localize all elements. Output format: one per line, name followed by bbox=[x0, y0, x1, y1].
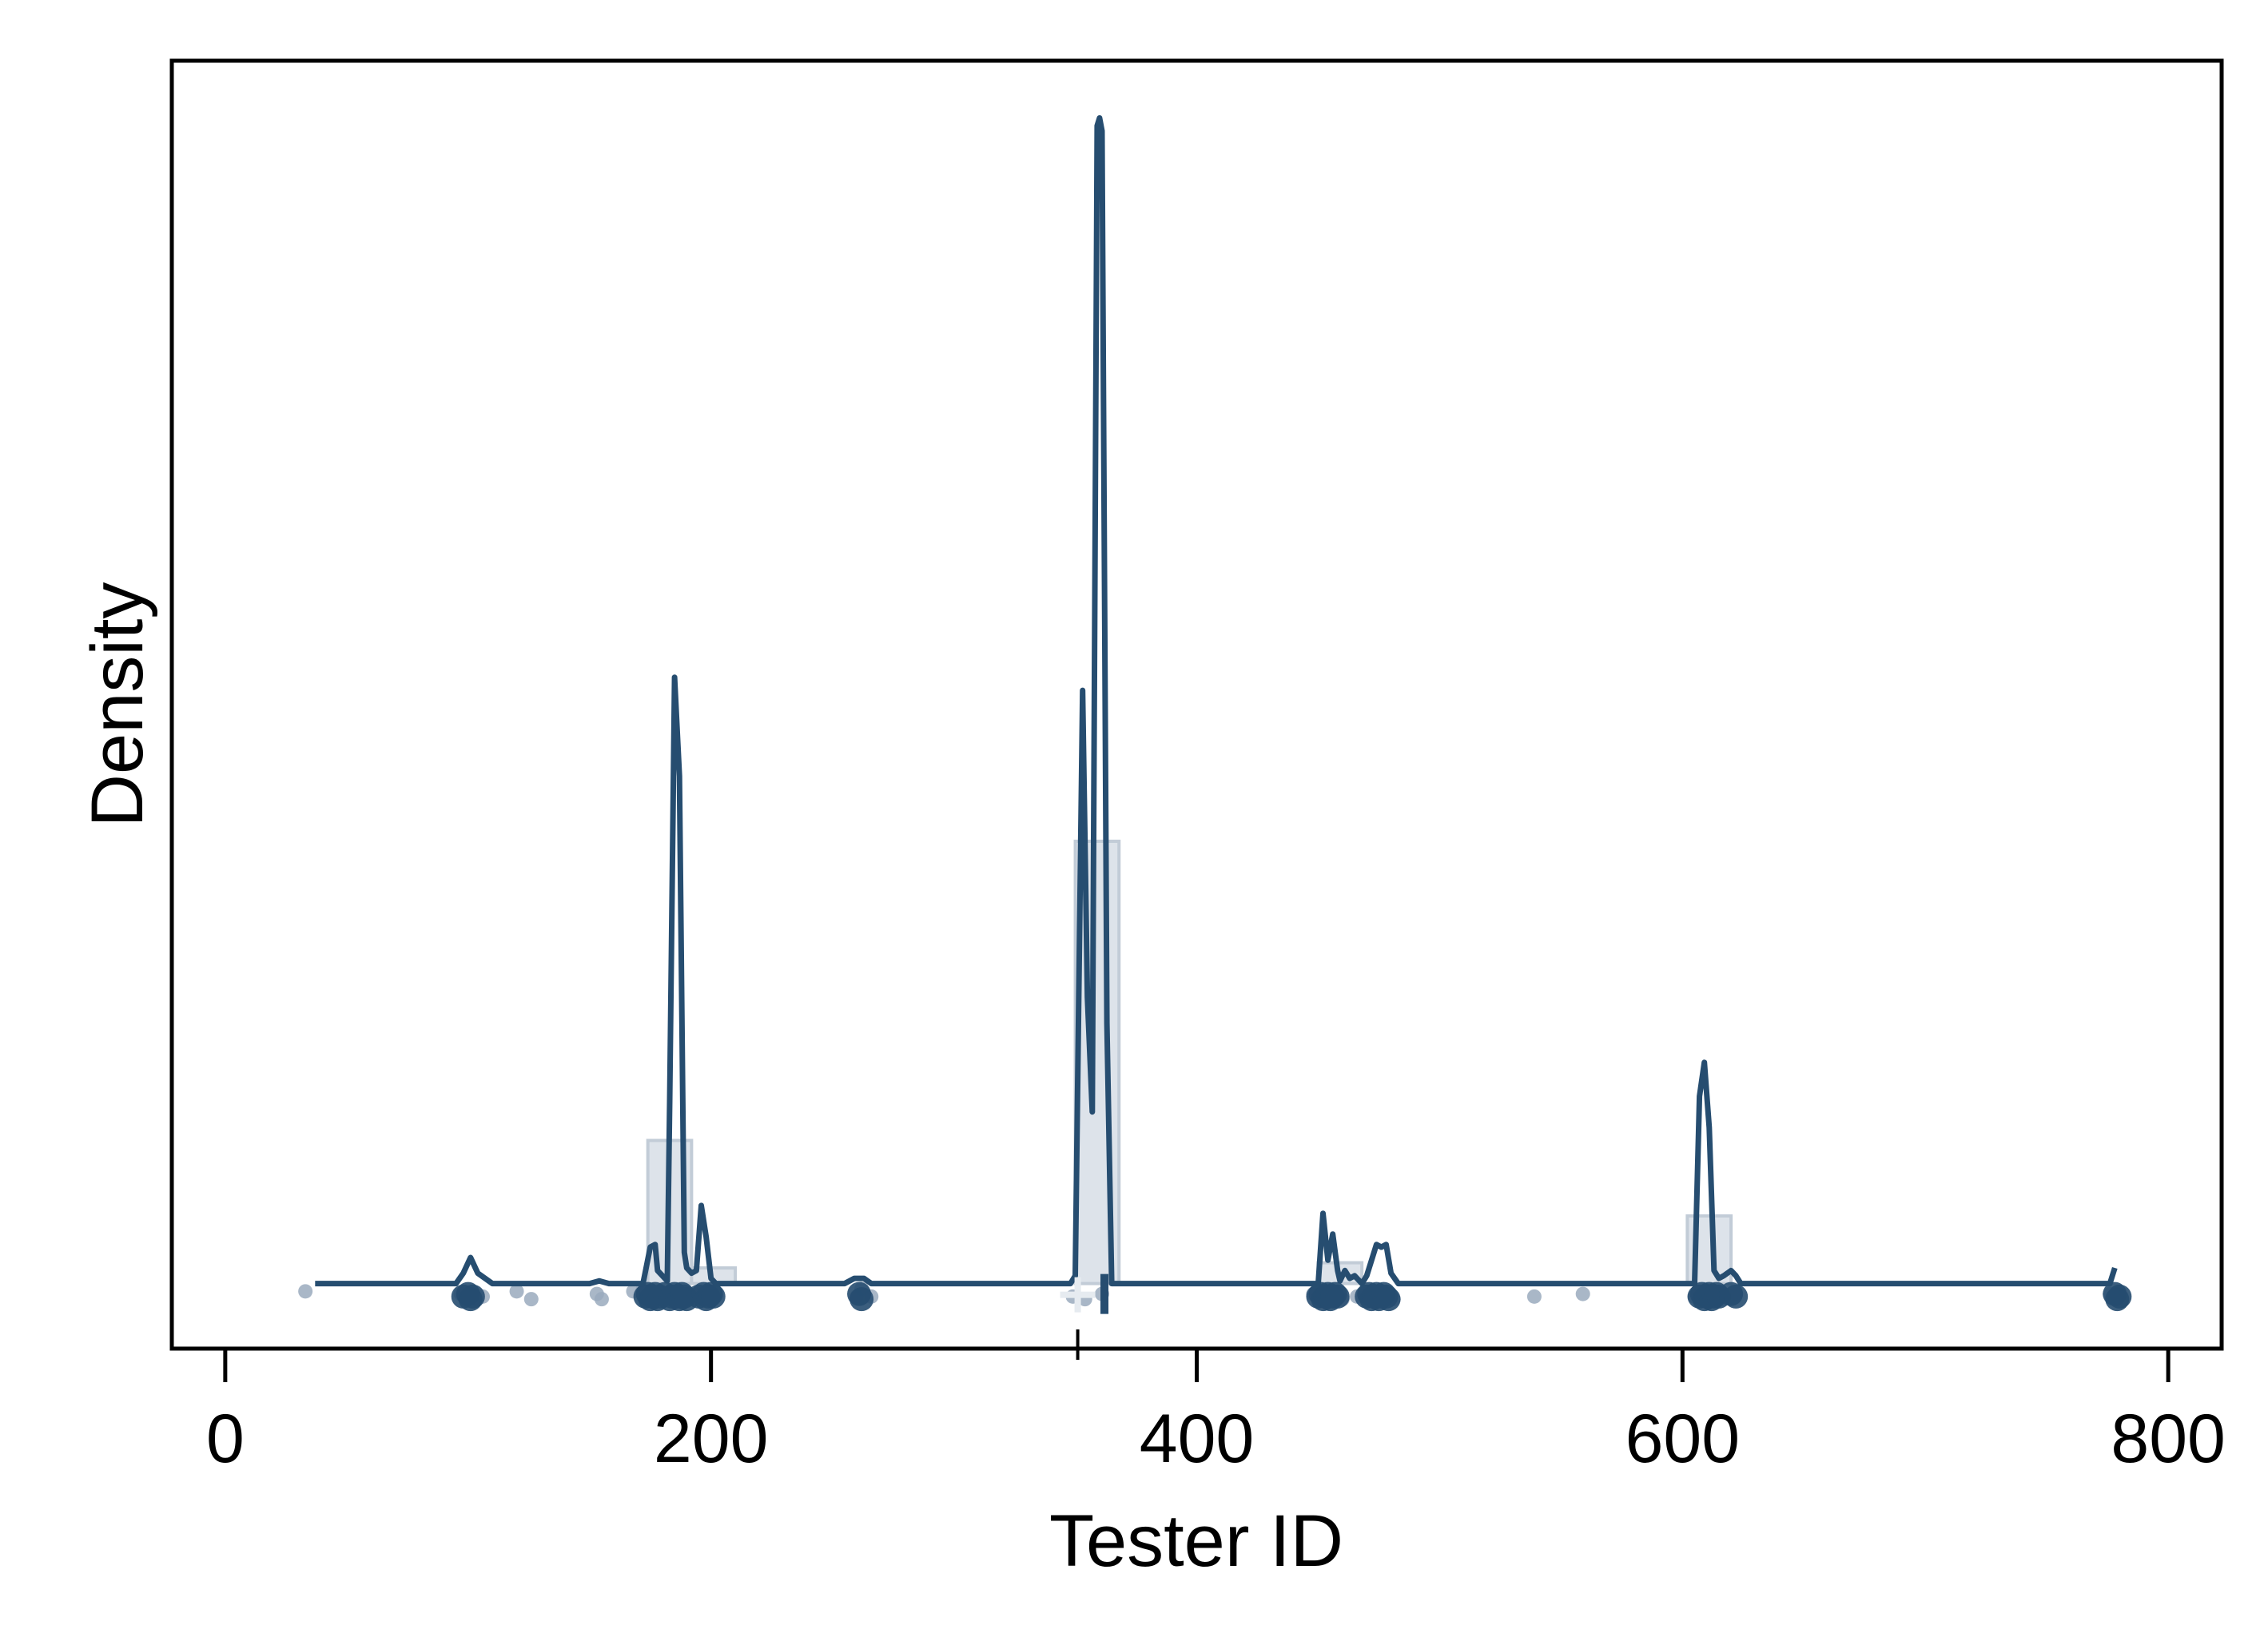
plot-frame bbox=[169, 58, 2224, 1351]
observation-point-light bbox=[523, 1292, 539, 1307]
observation-point-dark bbox=[1376, 1287, 1401, 1312]
mean-marker bbox=[1060, 1277, 1096, 1313]
histogram-bars bbox=[646, 839, 1733, 1285]
observation-point-dark bbox=[1724, 1284, 1749, 1309]
x-tick-label: 0 bbox=[206, 1401, 245, 1477]
x-tick-label: 800 bbox=[2111, 1401, 2226, 1477]
observation-point-light bbox=[1526, 1289, 1542, 1304]
x-tick-label: 400 bbox=[1140, 1401, 1255, 1477]
x-axis-title: Tester ID bbox=[1049, 1500, 1343, 1582]
summary-markers bbox=[1060, 1274, 1109, 1360]
observation-point-light bbox=[1575, 1286, 1590, 1301]
observation-point-dark bbox=[701, 1284, 726, 1309]
observation-point-light bbox=[594, 1292, 609, 1307]
observation-point-light bbox=[509, 1284, 524, 1299]
observation-point-dark bbox=[1325, 1284, 1350, 1309]
observation-point-dark bbox=[850, 1287, 874, 1312]
y-axis-title: Density bbox=[77, 582, 158, 828]
x-tick-label: 600 bbox=[1625, 1401, 1741, 1477]
x-tick-label: 200 bbox=[654, 1401, 769, 1477]
observation-point-dark bbox=[2107, 1284, 2132, 1309]
observation-points bbox=[298, 1281, 2132, 1312]
observation-point-dark bbox=[460, 1284, 485, 1309]
x-axis: 0 200 400 600 800 bbox=[206, 1349, 2226, 1477]
observation-point-light bbox=[298, 1284, 313, 1299]
density-curve bbox=[315, 115, 2118, 1287]
